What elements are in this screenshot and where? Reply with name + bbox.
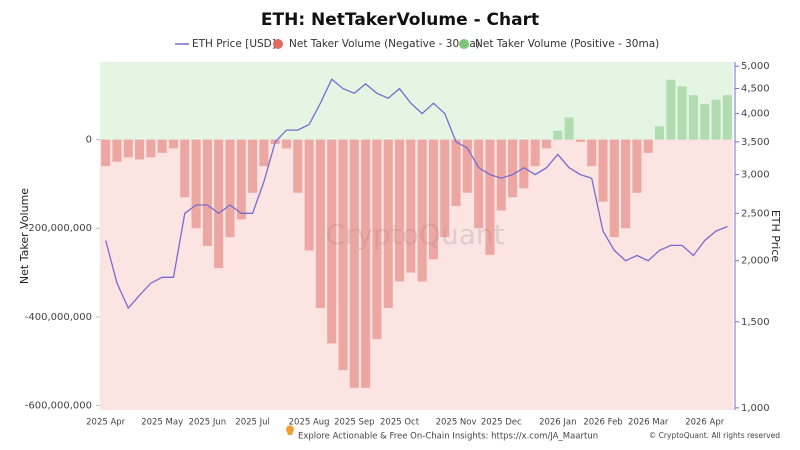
y-tick-label: -200,000,000 (25, 223, 92, 234)
bar (677, 86, 687, 140)
positive-zone (100, 62, 733, 140)
footer-note: Explore Actionable & Free On-Chain Insig… (298, 432, 598, 442)
bar (259, 139, 269, 167)
y2-tick-label: 2,500 (741, 208, 770, 219)
bar (655, 126, 665, 140)
y2-tick-label: 4,000 (741, 109, 770, 120)
bar (643, 139, 653, 153)
bar (688, 95, 698, 140)
y2-tick-label: 5,000 (741, 61, 770, 72)
x-tick-label: 2026 Mar (628, 418, 669, 428)
bar (474, 139, 484, 229)
bar (700, 104, 710, 140)
copyright: © CryptoQuant. All rights reserved (649, 431, 780, 440)
bar (440, 139, 450, 238)
bar (428, 139, 438, 260)
y2-axis-label: ETH Price (769, 210, 782, 263)
bar (248, 139, 258, 193)
x-tick-label: 2025 Aug (289, 418, 330, 428)
bar (361, 139, 371, 388)
bar (417, 139, 427, 282)
y-axis-label: Net Taker Volume (18, 188, 31, 284)
bar (564, 117, 574, 140)
bar (383, 139, 393, 309)
bar (519, 139, 529, 189)
y2-tick-label: 1,500 (741, 317, 770, 328)
bar (496, 139, 506, 211)
bar (327, 139, 337, 344)
bar (575, 139, 585, 142)
y-tick-label: 0 (86, 135, 92, 146)
bar (553, 130, 563, 140)
bar (621, 139, 631, 229)
legend-label: ETH Price [USD] (192, 38, 276, 50)
bar (168, 139, 178, 149)
y2-tick-label: 3,000 (741, 170, 770, 181)
y-tick-label: -400,000,000 (25, 312, 92, 323)
chart-title: ETH: NetTakerVolume - Chart (261, 10, 539, 30)
price-line (105, 78, 728, 310)
bar (304, 139, 314, 251)
bar (598, 139, 608, 202)
bar (135, 139, 145, 160)
x-tick-label: 2025 Jun (189, 418, 227, 428)
bulb-icon (286, 425, 294, 435)
y2-tick-label: 3,500 (741, 137, 770, 148)
bar (191, 139, 201, 229)
y-tick-label: -600,000,000 (25, 401, 92, 412)
x-tick-label: 2025 Oct (380, 418, 420, 428)
bar (462, 139, 472, 193)
bar (112, 139, 122, 162)
bar (146, 139, 156, 158)
bar (508, 139, 518, 198)
bar (338, 139, 348, 371)
bar (236, 139, 246, 220)
y2-tick-label: 4,500 (741, 84, 770, 95)
bar (293, 139, 303, 193)
bar (632, 139, 642, 193)
x-tick-label: 2026 Jan (539, 418, 576, 428)
x-tick-label: 2025 Nov (436, 418, 477, 428)
bar (395, 139, 405, 282)
bar (666, 79, 676, 140)
bar (530, 139, 540, 167)
legend-label: Net Taker Volume (Positive - 30ma) (475, 38, 659, 50)
bar (157, 139, 167, 153)
bar (541, 139, 552, 149)
bar (722, 95, 732, 140)
bar (214, 139, 224, 269)
legend-label: Net Taker Volume (Negative - 30ma) (289, 38, 480, 50)
x-tick-label: 2026 Apr (685, 418, 725, 428)
bar (315, 139, 325, 309)
bar (451, 139, 461, 207)
bar (711, 99, 721, 140)
x-tick-label: 2025 Sep (334, 418, 374, 428)
bar (202, 139, 212, 246)
x-tick-label: 2026 Feb (583, 418, 622, 428)
y2-tick-label: 1,000 (741, 403, 770, 414)
legend-swatch (459, 39, 469, 49)
y2-tick-label: 2,000 (741, 256, 770, 267)
bar (180, 139, 190, 198)
bar (123, 139, 133, 158)
x-tick-label: 2025 Dec (481, 418, 522, 428)
bar (281, 139, 292, 149)
x-tick-label: 2025 Apr (86, 418, 126, 428)
bar (101, 139, 111, 167)
bar (406, 139, 416, 273)
x-tick-label: 2025 May (141, 418, 183, 428)
legend-swatch (273, 39, 283, 49)
bar (609, 139, 619, 238)
x-tick-label: 2025 Jul (235, 418, 270, 428)
bar (372, 139, 382, 340)
bar (225, 139, 235, 238)
bar (485, 139, 495, 255)
bar (349, 139, 359, 388)
bar (587, 139, 597, 167)
